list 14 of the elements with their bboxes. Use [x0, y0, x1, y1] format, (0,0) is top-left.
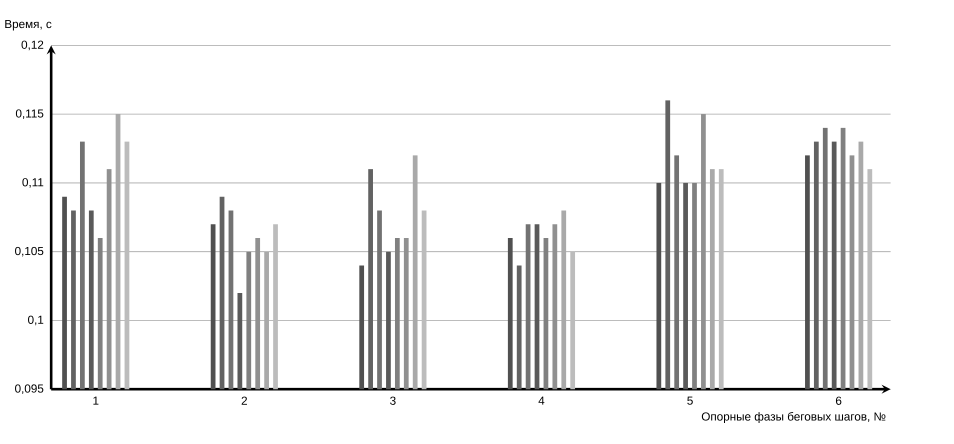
x-tick-label: 5 [687, 396, 693, 405]
x-tick-label: 1 [93, 396, 98, 405]
y-tick-label: 0,105 [15, 247, 44, 257]
y-tick-label: 0,12 [22, 40, 44, 50]
x-axis-title: Опорные фазы беговых шагов, № [702, 412, 886, 424]
x-tick-label: 2 [242, 396, 247, 405]
y-tick-label: 0,11 [22, 178, 44, 188]
x-tick-label: 3 [390, 396, 396, 405]
x-tick-label: 4 [538, 396, 544, 405]
x-tick-label: 6 [836, 396, 842, 405]
y-tick-label: 0,115 [16, 109, 44, 120]
y-tick-label: 0,1 [28, 316, 44, 326]
y-axis-title: Время, с [5, 20, 52, 31]
y-tick-label: 0,095 [15, 384, 44, 394]
